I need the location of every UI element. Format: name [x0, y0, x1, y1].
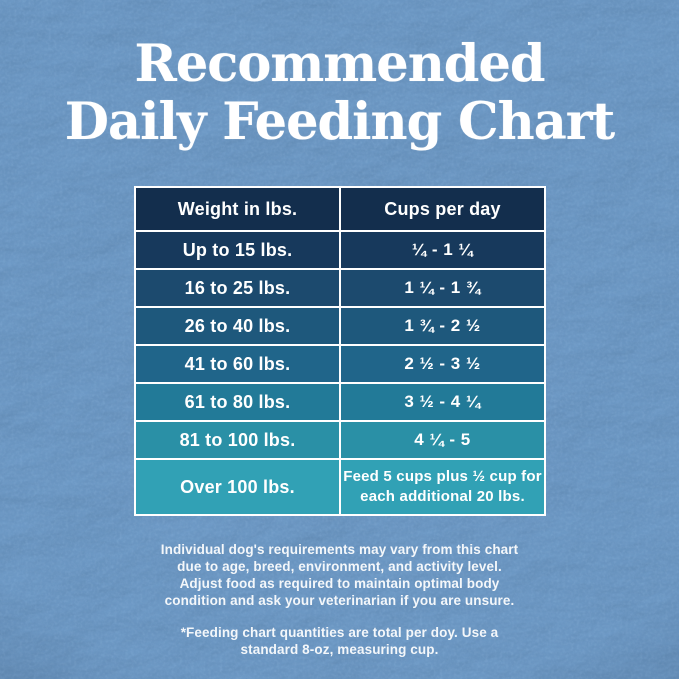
cups-value: ¼ - 1 ¼ [339, 230, 546, 270]
weight-value: 16 to 25 lbs. [134, 268, 341, 308]
cups-value: 2 ½ - 3 ½ [339, 344, 546, 384]
table-row: 81 to 100 lbs. 4 ¼ - 5 [134, 420, 546, 460]
weight-value: Up to 15 lbs. [134, 230, 341, 270]
table-header-row: Weight in lbs. Cups per day [134, 186, 546, 232]
weight-value: 26 to 40 lbs. [134, 306, 341, 346]
weight-value: Over 100 lbs. [134, 458, 341, 516]
table-row: Over 100 lbs. Feed 5 cups plus ½ cup for… [134, 458, 546, 516]
table-row: Up to 15 lbs. ¼ - 1 ¼ [134, 230, 546, 270]
cups-value: 4 ¼ - 5 [339, 420, 546, 460]
footnotes: Individual dog's requirements may vary f… [0, 541, 679, 658]
cups-value: 3 ½ - 4 ¼ [339, 382, 546, 422]
table-row: 61 to 80 lbs. 3 ½ - 4 ¼ [134, 382, 546, 422]
table-row: 26 to 40 lbs. 1 ¾ - 2 ½ [134, 306, 546, 346]
page-title-line2: Daily Feeding Chart [64, 91, 615, 152]
cups-value: Feed 5 cups plus ½ cup for each addition… [339, 458, 546, 516]
variance-note-line: condition and ask your veterinarian if y… [164, 593, 515, 608]
variance-note-line: due to age, breed, environment, and acti… [177, 559, 502, 574]
variance-note: Individual dog's requirements may vary f… [0, 541, 679, 609]
cups-value-line2: each additional 20 lbs. [360, 488, 525, 505]
variance-note-line: Adjust food as required to maintain opti… [179, 576, 500, 591]
cups-value: 1 ¾ - 2 ½ [339, 306, 546, 346]
page-title-line1: Recommended [134, 34, 545, 94]
weight-value: 61 to 80 lbs. [134, 382, 341, 422]
weight-value: 81 to 100 lbs. [134, 420, 341, 460]
feeding-table: Weight in lbs. Cups per day Up to 15 lbs… [134, 186, 546, 516]
measuring-cup-note-line: standard 8-oz, measuring cup. [240, 642, 439, 657]
measuring-cup-note-line: *Feeding chart quantities are total per … [180, 625, 499, 640]
table-row: 16 to 25 lbs. 1 ¼ - 1 ¾ [134, 268, 546, 308]
measuring-cup-note: *Feeding chart quantities are total per … [0, 624, 679, 658]
page-title: Recommended Daily Feeding Chart [0, 34, 679, 152]
table-row: 41 to 60 lbs. 2 ½ - 3 ½ [134, 344, 546, 384]
col-header-weight: Weight in lbs. [134, 186, 341, 232]
variance-note-line: Individual dog's requirements may vary f… [160, 542, 519, 557]
cups-value-line1: Feed 5 cups plus ½ cup for [343, 467, 542, 485]
cups-value: 1 ¼ - 1 ¾ [339, 268, 546, 308]
col-header-cups: Cups per day [339, 186, 546, 232]
weight-value: 41 to 60 lbs. [134, 344, 341, 384]
